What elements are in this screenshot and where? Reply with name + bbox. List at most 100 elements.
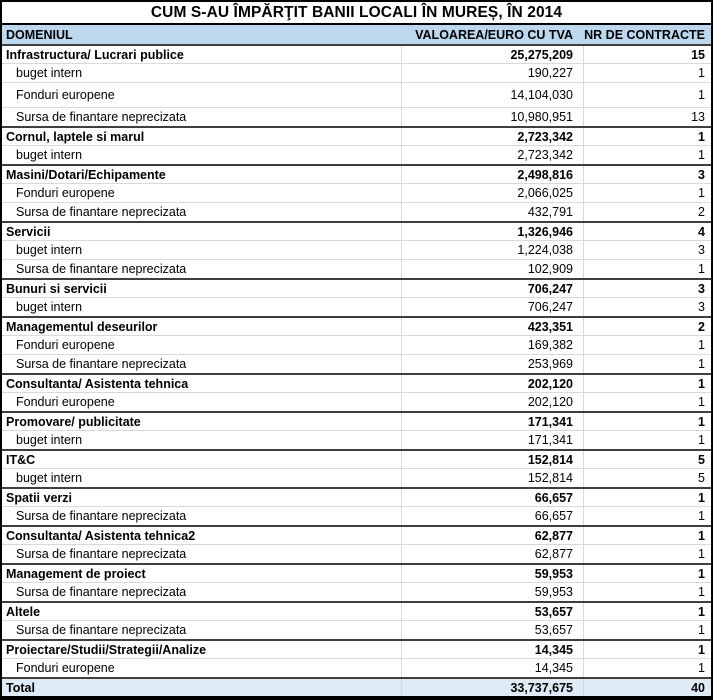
- cell-domain: buget intern: [16, 433, 83, 447]
- cell-domain: Fonduri europene: [16, 88, 115, 102]
- cell-value: 14,345: [401, 659, 583, 677]
- table-row-sub: Sursa de finantare neprecizata 253,969 1: [2, 354, 711, 373]
- cell-value: 10,980,951: [401, 108, 583, 126]
- cell-contracts: 3: [583, 166, 711, 183]
- table-row-sub: Sursa de finantare neprecizata 62,877 1: [2, 544, 711, 563]
- cell-domain: buget intern: [16, 471, 83, 485]
- table-row-category: Proiectare/Studii/Strategii/Analize 14,34…: [2, 639, 711, 658]
- cell-contracts: 1: [583, 355, 711, 373]
- cell-contracts: 1: [583, 431, 711, 449]
- cell-contracts: 1: [583, 375, 711, 392]
- cell-domain: buget intern: [16, 66, 83, 80]
- cell-value: 66,657: [401, 507, 583, 525]
- cell-contracts: 3: [583, 241, 711, 259]
- cell-domain: Sursa de finantare neprecizata: [16, 547, 187, 561]
- cell-domain: Proiectare/Studii/Strategii/Analize: [6, 642, 207, 657]
- cell-contracts: 1: [583, 659, 711, 677]
- cell-contracts: 1: [583, 336, 711, 354]
- cell-domain: Promovare/ publicitate: [6, 414, 141, 429]
- cell-value: 59,953: [401, 565, 583, 582]
- table-row-sub: buget intern 171,341 1: [2, 430, 711, 449]
- cell-domain: buget intern: [16, 243, 83, 257]
- cell-contracts: 15: [583, 46, 711, 63]
- table-row-sub: Fonduri europene 2,066,025 1: [2, 183, 711, 202]
- table-row-category: Servicii 1,326,946 4: [2, 221, 711, 240]
- table-row-category: Management de proiect 59,953 1: [2, 563, 711, 582]
- cell-domain: Sursa de finantare neprecizata: [16, 357, 187, 371]
- table-row-total: Total 33,737,675 40: [2, 677, 711, 696]
- cell-domain: Sursa de finantare neprecizata: [16, 262, 187, 276]
- cell-value: 171,341: [401, 431, 583, 449]
- table-row-category: Managementul deseurilor 423,351 2: [2, 316, 711, 335]
- cell-contracts: 2: [583, 203, 711, 221]
- cell-contracts: 40: [583, 679, 711, 696]
- cell-contracts: 1: [583, 184, 711, 202]
- table-row-sub: Sursa de finantare neprecizata 10,980,951…: [2, 107, 711, 126]
- cell-contracts: 1: [583, 413, 711, 430]
- cell-domain: Sursa de finantare neprecizata: [16, 110, 187, 124]
- cell-value: 1,326,946: [401, 223, 583, 240]
- cell-contracts: 1: [583, 621, 711, 639]
- cell-value: 152,814: [401, 451, 583, 468]
- cell-domain: Managementul deseurilor: [6, 319, 158, 334]
- cell-value: 62,877: [401, 527, 583, 544]
- cell-domain: Masini/Dotari/Echipamente: [6, 167, 166, 182]
- table-row-sub: Fonduri europene 14,104,030 1: [2, 82, 711, 107]
- cell-contracts: 1: [583, 527, 711, 544]
- cell-contracts: 1: [583, 489, 711, 506]
- table-row-sub: Sursa de finantare neprecizata 66,657 1: [2, 506, 711, 525]
- table-title: CUM S-AU ÎMPĂRŢIT BANII LOCALI ÎN MUREȘ,…: [2, 2, 711, 25]
- table-row-category: Promovare/ publicitate 171,341 1: [2, 411, 711, 430]
- cell-value: 423,351: [401, 318, 583, 335]
- cell-value: 62,877: [401, 545, 583, 563]
- column-header-valoarea: VALOAREA/EURO CU TVA: [415, 27, 573, 42]
- table-row-sub: Sursa de finantare neprecizata 53,657 1: [2, 620, 711, 639]
- cell-domain: IT&C: [6, 452, 36, 467]
- cell-domain: Consultanta/ Asistenta tehnica: [6, 376, 189, 391]
- cell-domain: Bunuri si servicii: [6, 281, 107, 296]
- cell-domain: Consultanta/ Asistenta tehnica2: [6, 528, 196, 543]
- cell-domain: Fonduri europene: [16, 661, 115, 675]
- cell-value: 66,657: [401, 489, 583, 506]
- table-row-sub: Fonduri europene 14,345 1: [2, 658, 711, 677]
- table-row-category: Spatii verzi 66,657 1: [2, 487, 711, 506]
- cell-value: 14,345: [401, 641, 583, 658]
- cell-value: 2,498,816: [401, 166, 583, 183]
- table-row-category: Consultanta/ Asistenta tehnica 202,120 1: [2, 373, 711, 392]
- cell-value: 169,382: [401, 336, 583, 354]
- cell-value: 2,066,025: [401, 184, 583, 202]
- cell-value: 202,120: [401, 375, 583, 392]
- cell-domain: Altele: [6, 604, 41, 619]
- table-row-sub: Sursa de finantare neprecizata 102,909 1: [2, 259, 711, 278]
- cell-value: 706,247: [401, 298, 583, 316]
- cell-value: 190,227: [401, 64, 583, 82]
- cell-domain: Total: [6, 680, 35, 695]
- column-header-domeniul: DOMENIUL: [6, 27, 73, 42]
- cell-contracts: 13: [583, 108, 711, 126]
- cell-domain: Fonduri europene: [16, 338, 115, 352]
- table-row-sub: buget intern 2,723,342 1: [2, 145, 711, 164]
- cell-contracts: 1: [583, 83, 711, 107]
- cell-value: 33,737,675: [401, 679, 583, 696]
- cell-value: 1,224,038: [401, 241, 583, 259]
- cell-value: 102,909: [401, 260, 583, 278]
- table-row-category: Infrastructura/ Lucrari publice 25,275,20…: [2, 44, 711, 63]
- cell-domain: Cornul, laptele si marul: [6, 129, 145, 144]
- cell-contracts: 2: [583, 318, 711, 335]
- cell-contracts: 1: [583, 64, 711, 82]
- cell-domain: Sursa de finantare neprecizata: [16, 509, 187, 523]
- table-row-category: Masini/Dotari/Echipamente 2,498,816 3: [2, 164, 711, 183]
- cell-domain: buget intern: [16, 300, 83, 314]
- cell-value: 706,247: [401, 280, 583, 297]
- cell-value: 2,723,342: [401, 128, 583, 145]
- table-row-category: IT&C 152,814 5: [2, 449, 711, 468]
- cell-contracts: 5: [583, 469, 711, 487]
- column-header-nr-contracte: NR DE CONTRACTE: [584, 27, 705, 42]
- cell-domain: buget intern: [16, 148, 83, 162]
- cell-value: 59,953: [401, 583, 583, 601]
- table-row-category: Altele 53,657 1: [2, 601, 711, 620]
- table-row-sub: Sursa de finantare neprecizata 59,953 1: [2, 582, 711, 601]
- cell-value: 202,120: [401, 393, 583, 411]
- cell-contracts: 1: [583, 128, 711, 145]
- cell-contracts: 5: [583, 451, 711, 468]
